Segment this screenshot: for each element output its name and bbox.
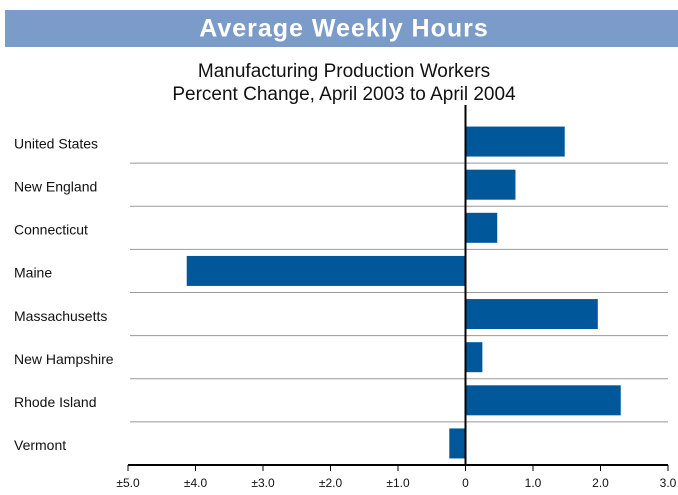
x-tick-label: ±2.0 [319,476,343,490]
x-tick-label: ±3.0 [251,476,275,490]
x-tick-label: ±4.0 [184,476,208,490]
x-tick-label: ±5.0 [116,476,140,490]
bar [186,255,466,286]
bar [449,428,466,459]
title-banner [5,10,678,47]
category-label: Rhode Island [14,394,97,410]
category-label: New England [14,178,97,194]
category-label: United States [14,135,98,151]
bar [465,342,483,373]
category-label: Maine [14,265,52,281]
bar [465,126,565,157]
x-tick-label: 1.0 [525,476,542,490]
x-tick-label: 2.0 [592,476,609,490]
bar [465,212,498,243]
x-tick-label: 3.0 [660,476,677,490]
x-tick-label: 0 [462,476,469,490]
category-label: New Hampshire [14,351,114,367]
bar [465,299,598,330]
subtitle: Percent Change, April 2003 to April 2004 [172,84,516,105]
chart-title: Average Weekly Hours [199,15,489,43]
x-tick-label: ±1.0 [386,476,410,490]
category-label: Massachusetts [14,308,107,324]
category-label: Vermont [14,437,66,453]
subtitle: Manufacturing Production Workers [198,61,490,82]
bar [465,385,621,416]
bar [465,169,516,200]
category-label: Connecticut [14,222,88,238]
